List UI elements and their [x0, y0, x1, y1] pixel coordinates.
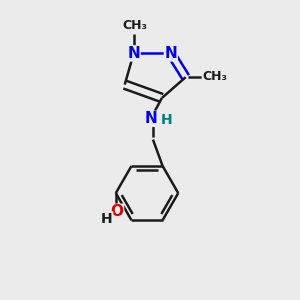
- Text: N: N: [145, 111, 158, 126]
- Text: H: H: [101, 212, 113, 226]
- Text: N: N: [127, 46, 140, 61]
- Text: CH₃: CH₃: [202, 70, 227, 83]
- Text: O: O: [110, 204, 124, 219]
- Text: H: H: [160, 113, 172, 127]
- Text: CH₃: CH₃: [122, 19, 147, 32]
- Text: N: N: [164, 46, 177, 61]
